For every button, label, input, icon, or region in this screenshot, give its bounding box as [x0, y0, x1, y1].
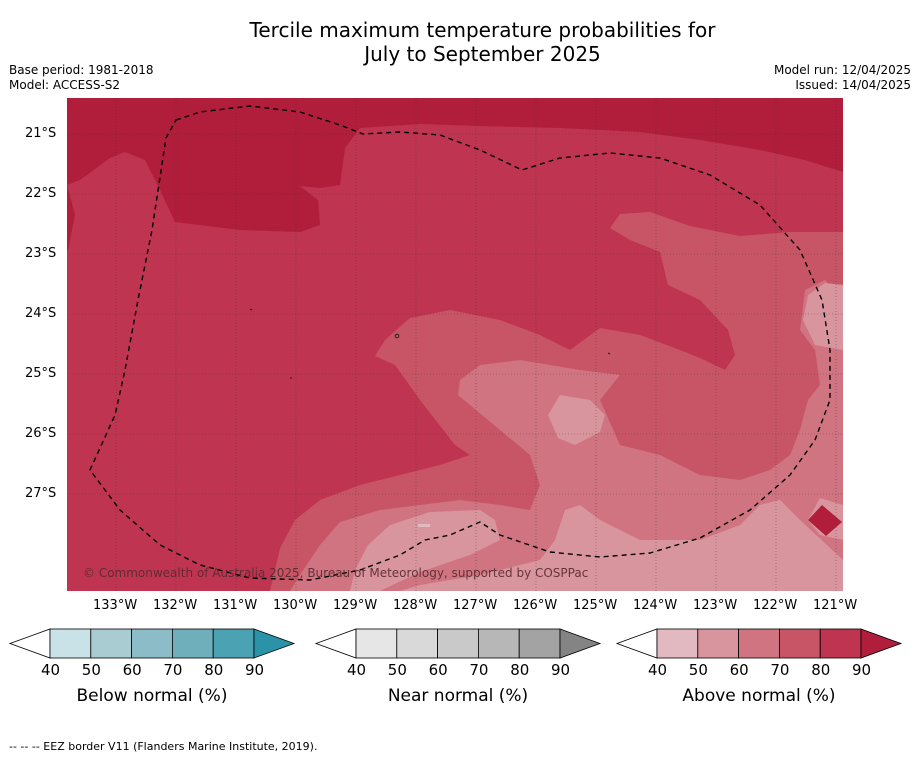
colorbar-label: Above normal (%) — [682, 686, 836, 706]
lon-label: 132°W — [153, 598, 198, 613]
colorbar-segment — [819, 628, 862, 659]
lon-label: 133°W — [93, 598, 138, 613]
colorbar-tick: 50 — [688, 661, 708, 679]
islands — [249, 308, 611, 379]
colorbar-tick: 50 — [387, 661, 407, 679]
colorbar-over-triangle — [559, 628, 602, 659]
lat-label: 25°S — [25, 366, 57, 381]
colorbar-segment — [697, 628, 739, 659]
probability-field — [67, 98, 843, 591]
colorbar-tick: 70 — [770, 661, 790, 679]
colorbar-segment — [49, 628, 92, 659]
colorbar-tick: 50 — [81, 661, 101, 679]
colorbar-segment — [477, 628, 520, 659]
lon-label: 127°W — [453, 598, 498, 613]
colorbar-segment — [779, 628, 821, 659]
colorbar-tick: 80 — [510, 661, 530, 679]
colorbar-segment — [518, 628, 561, 659]
zone-90-left — [67, 185, 75, 252]
eez-border — [89, 105, 831, 581]
colorbar-label: Near normal (%) — [387, 686, 529, 706]
lat-label: 24°S — [25, 306, 57, 321]
lon-label: 130°W — [273, 598, 318, 613]
colorbar — [314, 628, 602, 659]
colorbar-tick: 60 — [122, 661, 142, 679]
lon-label: 131°W — [213, 598, 258, 613]
meta-right: Model run: 12/04/2025 Issued: 14/04/2025 — [774, 63, 911, 93]
zone-50-island — [548, 395, 605, 445]
lon-label: 128°W — [393, 598, 438, 613]
colorbar-segment — [355, 628, 398, 659]
lon-label: 124°W — [633, 598, 678, 613]
colorbars — [8, 628, 903, 659]
colorbar-under-triangle — [8, 628, 51, 659]
lat-label: 22°S — [25, 186, 57, 201]
zone-50-edge — [803, 283, 843, 350]
colorbar-over-triangle — [253, 628, 296, 659]
lon-label: 126°W — [513, 598, 558, 613]
colorbar-tick: 60 — [729, 661, 749, 679]
colorbar-segment — [656, 628, 699, 659]
lon-label: 122°W — [753, 598, 798, 613]
zone-40-speck — [418, 524, 430, 527]
colorbar-under-triangle — [615, 628, 658, 659]
eez-footnote: -- -- -- EEZ border V11 (Flanders Marine… — [9, 740, 318, 753]
colorbar-tick: 40 — [41, 661, 61, 679]
issued-date: Issued: 14/04/2025 — [795, 78, 911, 92]
colorbar-segment — [212, 628, 255, 659]
lat-label: 21°S — [25, 126, 57, 141]
lon-label: 123°W — [693, 598, 738, 613]
colorbar-segment — [131, 628, 173, 659]
colorbar — [615, 628, 903, 659]
colorbar-segment — [90, 628, 133, 659]
base-period: Base period: 1981-2018 — [9, 63, 154, 77]
colorbar-tick: 70 — [163, 661, 183, 679]
colorbar-tick: 80 — [204, 661, 224, 679]
zone-50-bottom — [350, 498, 843, 591]
title-line-2: July to September 2025 — [364, 42, 601, 66]
zone-90-blob — [808, 505, 842, 536]
colorbar-segment — [437, 628, 479, 659]
colorbar-tick: 90 — [245, 661, 265, 679]
colorbar-tick: 90 — [852, 661, 872, 679]
lon-label: 125°W — [573, 598, 618, 613]
lon-label: 129°W — [333, 598, 378, 613]
colorbar-tick: 90 — [551, 661, 571, 679]
colorbar-segment — [396, 628, 438, 659]
lat-label: 23°S — [25, 246, 57, 261]
colorbar-over-triangle — [860, 628, 903, 659]
chart-title: Tercile maximum temperature probabilitie… — [0, 18, 919, 66]
colorbar-tick: 80 — [811, 661, 831, 679]
colorbar-segment — [738, 628, 780, 659]
colorbar-tick: 40 — [347, 661, 367, 679]
title-line-1: Tercile maximum temperature probabilitie… — [249, 18, 716, 42]
colorbar-under-triangle — [314, 628, 357, 659]
zone-90-top — [67, 98, 843, 232]
lon-label: 121°W — [813, 598, 858, 613]
colorbar-tick: 40 — [648, 661, 668, 679]
lat-label: 26°S — [25, 426, 57, 441]
colorbar-segment — [171, 628, 214, 659]
graticule — [67, 98, 843, 591]
colorbar-tick: 60 — [428, 661, 448, 679]
colorbar — [8, 628, 296, 659]
lat-label: 27°S — [25, 486, 57, 501]
meta-left: Base period: 1981-2018 Model: ACCESS-S2 — [9, 63, 154, 93]
colorbar-label: Below normal (%) — [76, 686, 228, 706]
copyright-notice: © Commonwealth of Australia 2025, Bureau… — [83, 566, 589, 580]
colorbar-tick: 70 — [469, 661, 489, 679]
model-name: Model: ACCESS-S2 — [9, 78, 121, 92]
model-run: Model run: 12/04/2025 — [773, 63, 911, 77]
